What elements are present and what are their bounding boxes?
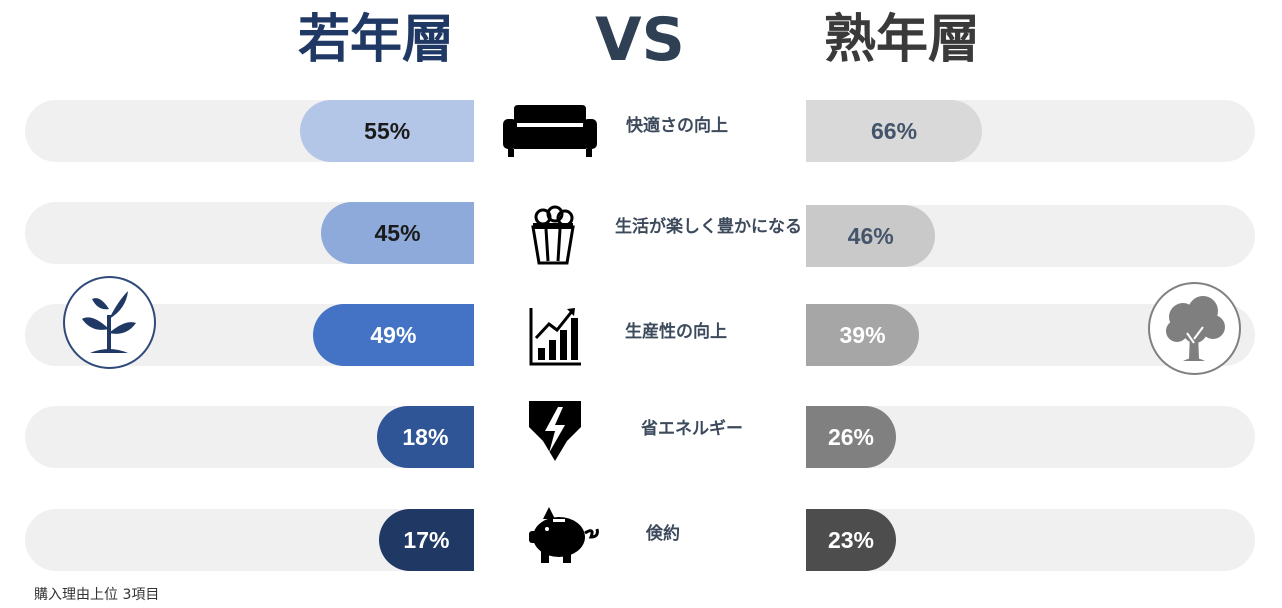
bar-young: 45% <box>321 202 474 264</box>
bar-old: 46% <box>806 205 936 267</box>
category-label: 生活が楽しく豊かになる <box>615 217 802 237</box>
title-vs: VS <box>595 5 685 75</box>
bar-young: 49% <box>312 304 474 366</box>
tree-icon <box>1148 282 1241 375</box>
category-label: 倹約 <box>646 524 680 544</box>
bar-young: 55% <box>300 100 474 162</box>
bar-old: 66% <box>806 100 983 162</box>
title-young: 若年層 <box>297 10 454 70</box>
sprout-icon <box>63 276 156 369</box>
bar-old: 39% <box>806 304 920 366</box>
popcorn-icon <box>531 205 575 265</box>
bar-young: 18% <box>376 406 474 468</box>
sofa-icon <box>503 105 597 157</box>
lightning-icon <box>529 401 581 461</box>
piggy-bank-icon <box>529 507 599 563</box>
category-label: 生産性の向上 <box>625 322 727 342</box>
chart-growth-icon <box>529 308 581 366</box>
category-label: 快適さの向上 <box>626 116 728 136</box>
bar-old: 23% <box>806 509 896 571</box>
footnote: 購入理由上位 3項目 <box>34 587 160 603</box>
bar-old: 26% <box>806 406 896 468</box>
bar-young: 17% <box>378 509 474 571</box>
category-label: 省エネルギー <box>641 419 743 439</box>
title-old: 熟年層 <box>823 10 980 70</box>
